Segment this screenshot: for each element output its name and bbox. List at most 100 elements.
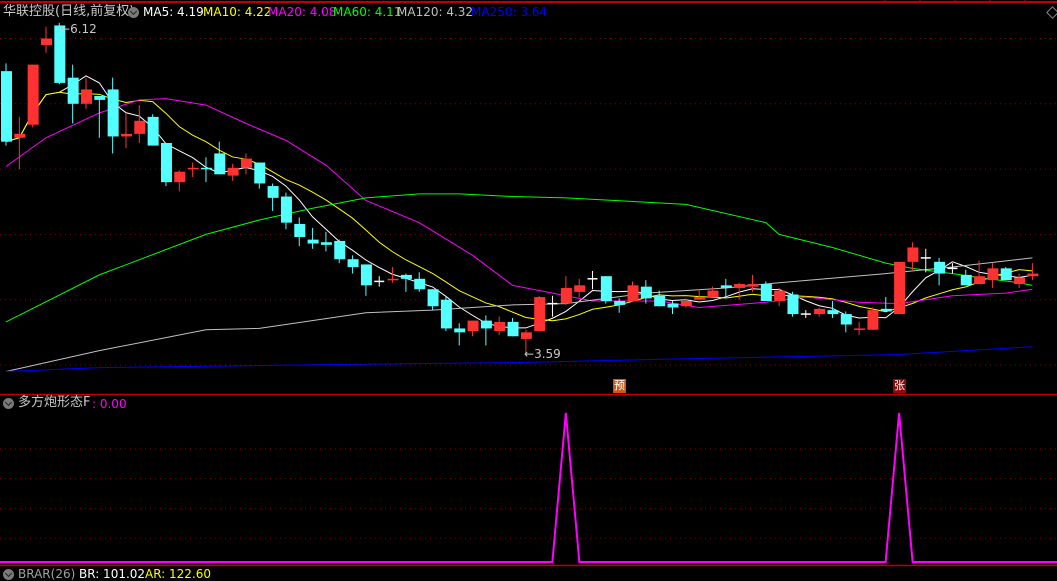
candle[interactable] <box>280 192 292 230</box>
candle[interactable] <box>400 273 412 292</box>
candle[interactable] <box>974 260 986 285</box>
indicator-name: 多方炮形态F <box>18 395 91 410</box>
candle[interactable] <box>894 261 906 315</box>
candle[interactable] <box>214 141 226 175</box>
candle[interactable] <box>947 263 958 274</box>
candle[interactable] <box>587 270 598 290</box>
candle-body <box>160 142 172 183</box>
candle[interactable] <box>427 289 439 311</box>
candle[interactable] <box>254 162 266 189</box>
candle[interactable] <box>467 320 479 337</box>
candle[interactable] <box>640 280 652 304</box>
ma250-label: MA250: 3.64 <box>471 5 548 19</box>
candlesticks[interactable] <box>1 22 1039 354</box>
candle[interactable] <box>174 170 186 192</box>
candle[interactable] <box>654 290 666 307</box>
candle[interactable] <box>14 116 26 170</box>
candle[interactable] <box>920 248 931 273</box>
candle[interactable] <box>187 162 199 177</box>
candle[interactable] <box>694 289 706 300</box>
candle[interactable] <box>267 183 279 211</box>
candle[interactable] <box>134 105 146 143</box>
candle[interactable] <box>40 26 52 53</box>
candle[interactable] <box>534 295 546 332</box>
candle[interactable] <box>667 301 679 315</box>
candle[interactable] <box>1014 273 1026 288</box>
candle[interactable] <box>787 291 799 317</box>
candle[interactable] <box>120 112 132 149</box>
candle[interactable] <box>734 282 746 300</box>
candle[interactable] <box>840 311 852 333</box>
signal-marker-zhang[interactable]: 张 <box>893 379 906 393</box>
candle[interactable] <box>614 298 626 313</box>
candle[interactable] <box>387 267 399 283</box>
candle[interactable] <box>600 276 612 304</box>
candle[interactable] <box>760 281 772 302</box>
candle[interactable] <box>520 329 532 354</box>
candle[interactable] <box>707 286 719 298</box>
candle[interactable] <box>454 323 466 346</box>
candle[interactable] <box>547 295 558 317</box>
candle-body <box>67 77 79 104</box>
candle[interactable] <box>494 316 506 335</box>
candle[interactable] <box>360 264 372 296</box>
candle[interactable] <box>854 321 866 335</box>
candle[interactable] <box>907 242 919 271</box>
candle[interactable] <box>987 263 999 288</box>
candle[interactable] <box>347 255 359 274</box>
candle[interactable] <box>827 301 839 318</box>
candle[interactable] <box>27 64 39 128</box>
candle[interactable] <box>720 278 732 299</box>
candle[interactable] <box>880 297 892 312</box>
chevron-down-icon[interactable] <box>128 7 139 18</box>
candle[interactable] <box>680 298 692 308</box>
candle-body <box>1027 273 1039 277</box>
candle[interactable] <box>960 269 972 286</box>
candle-body <box>987 268 999 281</box>
candle[interactable] <box>334 239 346 264</box>
candle[interactable] <box>240 153 252 175</box>
candle[interactable] <box>320 231 332 252</box>
candle[interactable] <box>94 95 106 138</box>
candle[interactable] <box>147 114 159 146</box>
candle[interactable] <box>200 157 212 183</box>
candle[interactable] <box>414 272 426 292</box>
candle-body <box>294 223 306 238</box>
candle-body <box>254 162 266 184</box>
candle[interactable] <box>227 163 239 181</box>
candle-body <box>307 239 319 244</box>
candle[interactable] <box>307 227 319 249</box>
ma60-label: MA60: 4.11 <box>333 5 402 19</box>
candle[interactable] <box>67 64 79 124</box>
candle[interactable] <box>747 274 759 292</box>
candle[interactable] <box>1000 267 1012 281</box>
candle[interactable] <box>627 281 639 302</box>
candle[interactable] <box>160 142 172 187</box>
candle-body <box>187 167 199 170</box>
candle[interactable] <box>934 257 946 286</box>
candle[interactable] <box>294 217 306 247</box>
candle-body <box>560 287 572 304</box>
candle-body <box>454 328 466 333</box>
candle[interactable] <box>1 63 12 146</box>
chevron-down-icon[interactable] <box>3 398 14 409</box>
chevron-down-icon[interactable] <box>3 569 14 580</box>
candle[interactable] <box>1027 263 1039 281</box>
candle[interactable] <box>54 22 66 85</box>
candle[interactable] <box>507 317 519 337</box>
signal-marker-yu[interactable]: 预 <box>613 379 626 393</box>
candle[interactable] <box>800 310 811 318</box>
candle[interactable] <box>814 307 826 317</box>
candle[interactable] <box>107 77 119 154</box>
candle-body <box>707 290 719 298</box>
ma10-label: MA10: 4.22 <box>203 5 272 19</box>
candle[interactable] <box>480 315 492 346</box>
candle[interactable] <box>560 276 572 305</box>
candle[interactable] <box>574 278 586 298</box>
candle[interactable] <box>440 297 452 332</box>
candle[interactable] <box>374 276 385 287</box>
candle[interactable] <box>867 307 879 330</box>
candle[interactable] <box>774 287 786 307</box>
candle[interactable] <box>80 77 92 110</box>
